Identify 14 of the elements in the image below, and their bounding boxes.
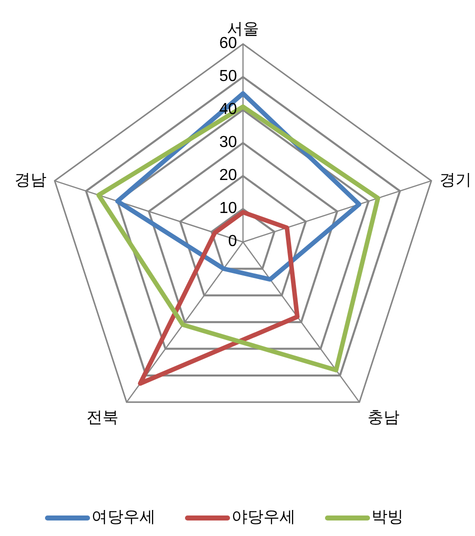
spoke-label: 충남 xyxy=(367,409,400,426)
legend-label: 박빙 xyxy=(372,509,404,526)
y-tick-label: 0 xyxy=(228,233,238,250)
y-tick-label: 10 xyxy=(219,200,238,218)
y-tick-label: 20 xyxy=(219,167,238,184)
y-tick-label: 30 xyxy=(219,134,238,152)
legend-label: 여당우세 xyxy=(92,509,156,526)
legend-label: 야당우세 xyxy=(232,509,296,526)
y-tick-label: 40 xyxy=(219,101,238,118)
spoke-label: 경남 xyxy=(14,172,47,190)
y-tick-label: 60 xyxy=(219,35,238,52)
y-tick-label: 50 xyxy=(219,68,238,86)
spoke-label: 경기 xyxy=(439,172,472,190)
spoke-label: 전북 xyxy=(86,409,119,426)
